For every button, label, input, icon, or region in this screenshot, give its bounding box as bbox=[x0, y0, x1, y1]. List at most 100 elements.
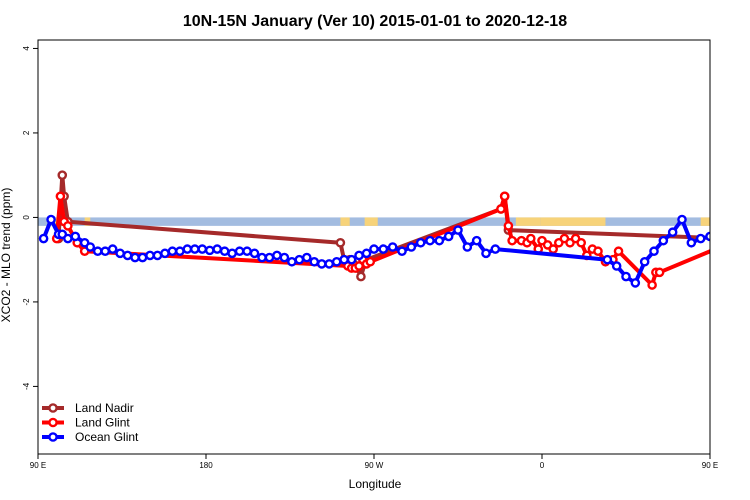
data-point bbox=[85, 242, 96, 252]
data-point bbox=[677, 214, 687, 225]
data-point bbox=[576, 237, 587, 248]
data-point bbox=[725, 241, 732, 248]
y-tick-label: 0 bbox=[22, 215, 31, 220]
data-point bbox=[316, 259, 327, 269]
series-land-glint bbox=[51, 191, 750, 290]
data-point bbox=[287, 256, 297, 267]
data-point bbox=[46, 214, 56, 225]
data-point bbox=[339, 254, 349, 265]
data-point bbox=[152, 250, 163, 261]
legend-label: Land Glint bbox=[75, 416, 130, 430]
data-point bbox=[686, 237, 697, 248]
y-axis-label: XCO2 - MLO trend (ppm) bbox=[0, 188, 13, 323]
data-point bbox=[57, 170, 68, 180]
land-ocean-band bbox=[38, 217, 738, 226]
chart-title: 10N-15N January (Ver 10) 2015-01-01 to 2… bbox=[183, 13, 567, 30]
data-point bbox=[734, 248, 741, 255]
data-point bbox=[490, 244, 501, 254]
data-point bbox=[406, 242, 417, 252]
data-point bbox=[160, 248, 170, 259]
data-point bbox=[654, 267, 665, 278]
data-point bbox=[705, 231, 710, 242]
data-point bbox=[434, 235, 445, 246]
land-segment bbox=[364, 217, 378, 226]
data-point bbox=[354, 250, 364, 261]
data-point bbox=[387, 242, 398, 252]
data-point bbox=[611, 261, 622, 271]
data-point bbox=[733, 193, 740, 200]
data-point bbox=[736, 222, 743, 229]
data-point bbox=[356, 271, 366, 282]
data-point bbox=[667, 227, 678, 238]
data-point bbox=[621, 271, 631, 282]
data-point bbox=[331, 256, 342, 267]
data-point bbox=[234, 246, 245, 257]
data-point bbox=[695, 233, 706, 244]
y-tick-label: -2 bbox=[22, 298, 31, 306]
data-point bbox=[397, 246, 407, 257]
data-point bbox=[503, 221, 514, 231]
data-point bbox=[496, 204, 506, 214]
data-point bbox=[526, 233, 536, 244]
data-point bbox=[63, 233, 73, 244]
data-point bbox=[499, 191, 510, 202]
data-point bbox=[736, 222, 743, 229]
series-layer bbox=[38, 170, 750, 290]
data-point bbox=[548, 244, 559, 254]
data-point bbox=[272, 250, 282, 261]
land-segment bbox=[700, 217, 710, 226]
land-segment bbox=[515, 217, 541, 226]
data-point bbox=[746, 239, 750, 246]
data-point bbox=[639, 256, 650, 267]
data-point bbox=[107, 244, 118, 254]
data-point bbox=[279, 252, 290, 263]
data-point bbox=[425, 235, 435, 246]
data-point bbox=[212, 244, 222, 254]
land-segment bbox=[540, 217, 606, 226]
legend-item: Land Nadir bbox=[42, 401, 134, 415]
land-segment bbox=[729, 217, 738, 225]
data-point bbox=[38, 233, 49, 244]
data-point bbox=[716, 231, 723, 238]
data-point bbox=[346, 254, 357, 265]
series-ocean-glint bbox=[38, 214, 741, 288]
data-point bbox=[189, 244, 200, 254]
data-point bbox=[70, 231, 81, 242]
data-point bbox=[227, 248, 237, 259]
data-point bbox=[242, 246, 252, 257]
x-tick-label: 90 E bbox=[702, 461, 718, 470]
legend-swatch-marker bbox=[48, 403, 58, 413]
data-point bbox=[301, 252, 312, 263]
legend-item: Land Glint bbox=[42, 416, 130, 430]
data-point bbox=[182, 244, 193, 254]
data-point bbox=[361, 248, 372, 259]
data-point bbox=[613, 246, 624, 257]
data-point bbox=[145, 250, 155, 261]
series-land-nadir bbox=[53, 170, 743, 282]
data-point bbox=[733, 193, 740, 200]
data-point bbox=[731, 172, 738, 179]
legend-swatch-marker bbox=[48, 432, 58, 442]
data-point bbox=[365, 256, 376, 267]
data-point bbox=[294, 254, 305, 265]
data-point bbox=[204, 245, 215, 256]
legend-item: Ocean Glint bbox=[42, 430, 139, 444]
data-point bbox=[167, 246, 178, 257]
data-point bbox=[630, 278, 641, 288]
data-point bbox=[453, 225, 463, 235]
y-tick-label: -4 bbox=[22, 382, 31, 390]
legend-label: Land Nadir bbox=[75, 401, 134, 415]
x-tick-label: 180 bbox=[199, 461, 213, 470]
data-point bbox=[649, 246, 659, 257]
data-point bbox=[647, 280, 657, 290]
data-point bbox=[175, 246, 185, 257]
data-point bbox=[727, 235, 734, 242]
y-tick-label: 4 bbox=[22, 46, 31, 51]
data-point bbox=[115, 248, 125, 259]
legend-label: Ocean Glint bbox=[75, 430, 139, 444]
x-tick-label: 90 W bbox=[365, 461, 384, 470]
legend-swatch-marker bbox=[48, 417, 58, 428]
data-point bbox=[727, 239, 734, 246]
